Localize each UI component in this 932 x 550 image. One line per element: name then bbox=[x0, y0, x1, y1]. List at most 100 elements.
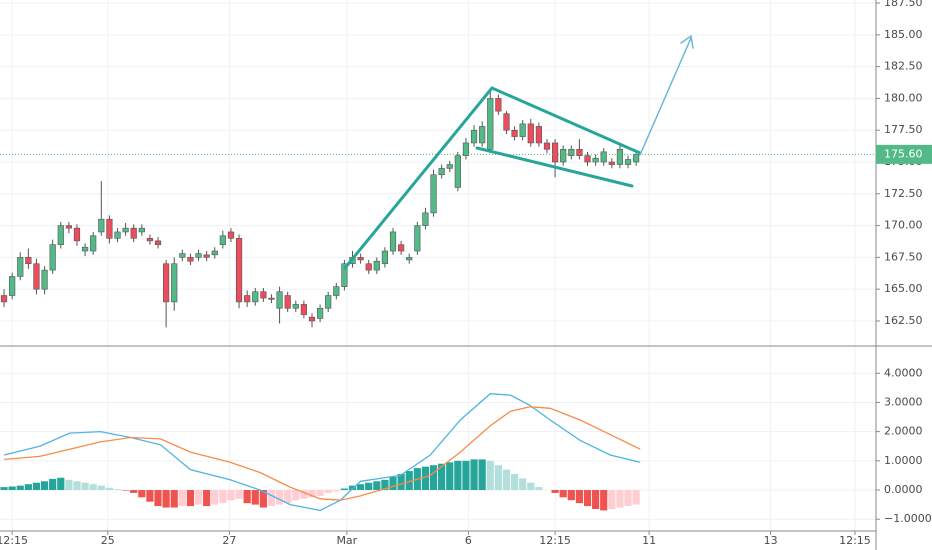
histogram-bar bbox=[259, 490, 267, 508]
target-arrow bbox=[639, 37, 692, 156]
histogram-bar bbox=[194, 490, 203, 505]
candle-body bbox=[179, 253, 186, 258]
candle-body bbox=[260, 291, 267, 299]
candle-body bbox=[551, 142, 559, 163]
histogram-bar bbox=[251, 490, 259, 505]
histogram-bar bbox=[632, 490, 640, 505]
x-tick-label: 6 bbox=[465, 534, 472, 547]
candle-body bbox=[438, 168, 445, 176]
histogram-bar bbox=[292, 490, 300, 501]
candle-body bbox=[219, 235, 226, 245]
candle-body bbox=[73, 227, 81, 242]
candle-body bbox=[624, 159, 632, 165]
candle-body bbox=[325, 295, 332, 309]
histogram-bar bbox=[227, 490, 235, 501]
y-tick-label: 170.00 bbox=[884, 219, 923, 232]
histogram-bar bbox=[170, 490, 178, 508]
histogram-bar bbox=[616, 490, 624, 508]
candle-body bbox=[65, 225, 72, 229]
y-tick-label: −1.0000 bbox=[884, 512, 932, 525]
histogram-bar bbox=[583, 490, 592, 507]
candle-body bbox=[90, 235, 97, 252]
histogram-bar bbox=[486, 460, 494, 491]
x-tick-label: 25 bbox=[101, 534, 115, 547]
macd-line bbox=[4, 406, 641, 501]
y-tick-label: 167.50 bbox=[884, 250, 923, 263]
candle-body bbox=[381, 250, 389, 265]
y-tick-label: 162.50 bbox=[884, 314, 923, 327]
histogram-bar bbox=[421, 466, 430, 491]
candle-body bbox=[9, 276, 16, 296]
histogram-bar bbox=[130, 490, 138, 493]
flag-pole bbox=[343, 86, 494, 270]
x-tick-label: 27 bbox=[222, 534, 236, 547]
histogram-bar bbox=[608, 490, 616, 509]
histogram-bar bbox=[316, 490, 324, 496]
y-tick-label: 165.00 bbox=[884, 282, 923, 295]
candle-body bbox=[454, 155, 461, 188]
histogram-bar bbox=[502, 469, 511, 491]
candle-body bbox=[57, 225, 64, 245]
candle-body bbox=[373, 260, 380, 271]
candle-body bbox=[316, 307, 324, 319]
histogram-bar bbox=[219, 490, 227, 504]
histogram-bar bbox=[162, 490, 170, 508]
last-price-label: 175.60 bbox=[884, 147, 923, 160]
histogram-bar bbox=[575, 490, 584, 504]
candle-body bbox=[462, 142, 470, 156]
histogram-bar bbox=[24, 484, 32, 491]
y-tick-label: 1.0000 bbox=[884, 454, 923, 467]
histogram-bar bbox=[357, 484, 365, 491]
histogram-bar bbox=[462, 460, 470, 491]
histogram-bar bbox=[381, 479, 389, 491]
candle-body bbox=[470, 129, 478, 144]
histogram-bar bbox=[446, 462, 454, 491]
candle-body bbox=[430, 174, 437, 214]
candle-body bbox=[600, 151, 607, 163]
candle-body bbox=[398, 244, 405, 252]
histogram-bar bbox=[348, 485, 357, 491]
histogram-bar bbox=[438, 463, 446, 491]
histogram-bar bbox=[365, 482, 373, 491]
histogram-bar bbox=[146, 490, 154, 502]
candle-body bbox=[519, 123, 526, 137]
x-tick-label: Mar bbox=[336, 534, 357, 547]
histogram-bar bbox=[340, 488, 349, 491]
candle-body bbox=[138, 227, 145, 233]
candle-body bbox=[106, 218, 113, 239]
candle-body bbox=[17, 257, 24, 277]
y-tick-label: 172.50 bbox=[884, 187, 923, 200]
candle-body bbox=[195, 253, 202, 258]
histogram-bar bbox=[527, 482, 535, 491]
histogram-bar bbox=[154, 490, 162, 507]
candle-body bbox=[406, 257, 413, 261]
histogram-bar bbox=[57, 477, 65, 491]
histogram-bar bbox=[324, 490, 332, 493]
y-tick-label: 0.0000 bbox=[884, 483, 923, 496]
candle-body bbox=[357, 257, 364, 261]
y-tick-label: 182.50 bbox=[884, 60, 923, 73]
candle-body bbox=[341, 263, 348, 287]
histogram-bar bbox=[49, 478, 57, 491]
candle-body bbox=[568, 148, 575, 156]
histogram-bar bbox=[81, 482, 89, 491]
x-tick-label: 13 bbox=[764, 534, 778, 547]
candle-body bbox=[543, 142, 551, 150]
y-tick-label: 2.0000 bbox=[884, 425, 923, 438]
candle-body bbox=[560, 148, 567, 163]
grid-layer bbox=[0, 0, 876, 531]
candle-body bbox=[479, 126, 486, 144]
candle-body bbox=[81, 246, 89, 252]
y-tick-label: 180.00 bbox=[884, 91, 923, 104]
candle-body bbox=[154, 240, 162, 245]
histogram-bar bbox=[308, 490, 316, 498]
histogram-bar bbox=[429, 465, 438, 491]
histogram-bar bbox=[275, 490, 284, 505]
x-tick-label: 12:15 bbox=[839, 534, 871, 547]
histogram-bar bbox=[535, 487, 543, 491]
histogram-bar bbox=[8, 486, 16, 491]
candle-body bbox=[576, 148, 583, 156]
flag-top bbox=[490, 86, 642, 155]
